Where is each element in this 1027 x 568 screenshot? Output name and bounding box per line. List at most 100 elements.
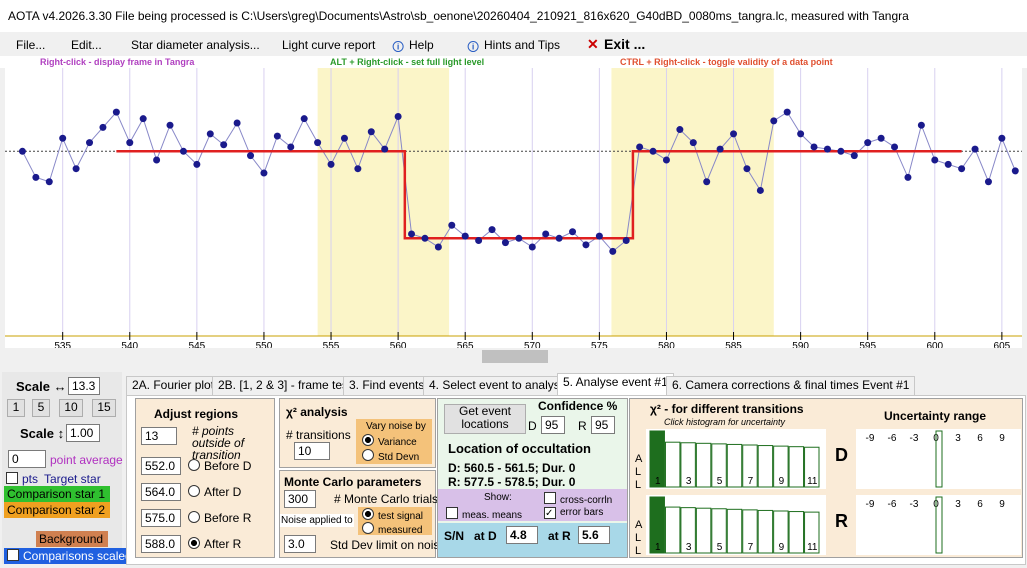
button[interactable]: 1	[7, 399, 25, 417]
radio[interactable]: Before R	[188, 511, 251, 525]
label: Vary noise by	[366, 421, 426, 432]
panel-title: χ² analysis	[286, 405, 348, 419]
radio[interactable]: test signal	[362, 508, 423, 522]
radio[interactable]: Before D	[188, 459, 251, 473]
menu-item[interactable]: Exit ...	[604, 36, 646, 52]
checkbox[interactable]: ✓ error bars	[544, 507, 604, 519]
data-point	[126, 139, 134, 147]
input[interactable]: 588.0	[141, 535, 181, 553]
data-point	[1011, 167, 1019, 175]
label: # points outside of transition	[192, 424, 245, 462]
checkbox[interactable]: cross-corrln	[544, 492, 612, 506]
label: D	[528, 419, 537, 433]
data-point	[944, 160, 952, 168]
spinner[interactable]: 13	[141, 427, 177, 445]
input[interactable]: 552.0	[141, 457, 181, 475]
data-point	[314, 139, 322, 147]
menu-item[interactable]: Light curve report	[282, 38, 376, 52]
x-tick-label: 540	[121, 341, 138, 348]
tab[interactable]: 3. Find events	[343, 376, 431, 397]
menu-item[interactable]: Star diameter analysis...	[131, 38, 260, 52]
histogram-tick: 11	[807, 542, 818, 553]
legend-item[interactable]: Comparisons scaled	[4, 548, 132, 564]
data-point	[32, 173, 40, 181]
tab[interactable]: 6. Camera corrections & final times Even…	[666, 376, 916, 397]
data-point	[59, 134, 67, 142]
button[interactable]: 5	[32, 399, 50, 417]
input[interactable]: 300	[284, 490, 316, 508]
histogram-bar	[711, 443, 727, 488]
histogram-tick: 11	[807, 476, 818, 487]
data-point	[703, 178, 711, 186]
spinner[interactable]: 95	[591, 416, 615, 434]
result: D: 560.5 - 561.5; Dur. 0	[448, 461, 576, 475]
histogram-bar	[664, 506, 681, 554]
data-point	[367, 128, 375, 136]
input[interactable]: 3.0	[284, 535, 316, 553]
checkbox[interactable]: meas. means	[446, 507, 522, 521]
label: Scale ↕	[20, 426, 65, 441]
button[interactable]: 15	[92, 399, 116, 417]
exit-icon: ✕	[587, 36, 599, 52]
spinner[interactable]: 10	[294, 442, 330, 460]
spinner[interactable]: 95	[541, 416, 565, 434]
menu-item[interactable]: Hints and Tips	[484, 38, 561, 52]
data-point	[354, 165, 362, 173]
vertical-label: ALL	[635, 453, 643, 491]
data-point	[542, 230, 550, 238]
legend-item: Comparison star 2	[4, 502, 110, 518]
label: meas. means	[462, 510, 523, 521]
histogram-r[interactable]: 1 3 5 7 9 11	[646, 495, 826, 555]
label: Target star	[44, 472, 101, 486]
checkbox[interactable]: pts	[6, 472, 38, 486]
title: AOTA v4.2026.3.30 File being processed i…	[8, 9, 909, 23]
vertical-label: ALL	[635, 519, 643, 557]
data-point	[555, 234, 563, 242]
label: Scale ↔	[16, 379, 67, 394]
adjust-panel: Adjust regions 13 # points outside of tr…	[135, 398, 275, 558]
input[interactable]: 575.0	[141, 509, 181, 527]
input[interactable]: 13.3	[68, 377, 100, 395]
menu-item[interactable]: File...	[16, 38, 46, 52]
uncertainty-d: -9 -6 -3 0 3 6 9	[856, 429, 1021, 489]
scroll-thumb[interactable]	[482, 350, 548, 363]
label: point average	[50, 453, 123, 467]
label: Confidence %	[538, 399, 618, 413]
data-point	[166, 121, 174, 129]
data-point	[220, 141, 228, 149]
output: 5.6	[578, 526, 610, 544]
radio[interactable]: After D	[188, 485, 241, 499]
noise-group: Vary noise by Variance Std Devn	[356, 419, 432, 464]
tab[interactable]: 2A. Fourier plot	[126, 376, 221, 397]
button[interactable]: Get event locations	[444, 404, 526, 434]
data-point	[649, 147, 657, 155]
uncertainty-tick: -9	[866, 499, 875, 510]
tab-active[interactable]: 5. Analyse event #1	[557, 373, 674, 397]
button[interactable]: 10	[59, 399, 83, 417]
radio[interactable]: Variance	[362, 434, 417, 448]
input[interactable]: 1.00	[66, 424, 100, 442]
light-curve-plot[interactable]: 535 540 545 550 555 560 565 570 575 580 585 590 595 6…	[0, 68, 1027, 348]
x-tick-label: 565	[457, 341, 474, 348]
tab[interactable]: 4. Select event to analyse	[423, 376, 573, 397]
input[interactable]: 564.0	[141, 483, 181, 501]
menu-item[interactable]: Edit...	[71, 38, 102, 52]
panel-title: Monte Carlo parameters	[284, 475, 422, 489]
data-point	[891, 143, 899, 151]
data-point	[864, 139, 872, 147]
data-point	[931, 156, 939, 164]
uncertainty-tick: 9	[999, 433, 1005, 444]
menu-item[interactable]: Help	[409, 38, 434, 52]
label: Variance	[378, 437, 417, 448]
dropdown[interactable]: 0	[8, 450, 46, 468]
radio[interactable]: measured	[362, 522, 422, 536]
radio[interactable]: Std Devn	[362, 449, 419, 463]
histogram-bar	[649, 496, 665, 554]
histogram-d[interactable]: 1 3 5 7 9 11	[646, 429, 826, 489]
radio[interactable]: After R	[188, 537, 241, 551]
label: # Monte Carlo trials	[334, 492, 439, 506]
scrollbar[interactable]	[0, 348, 1027, 365]
tab[interactable]: 2B. [1, 2 & 3] - frame test	[212, 376, 358, 397]
uncertainty-marker	[935, 430, 943, 488]
